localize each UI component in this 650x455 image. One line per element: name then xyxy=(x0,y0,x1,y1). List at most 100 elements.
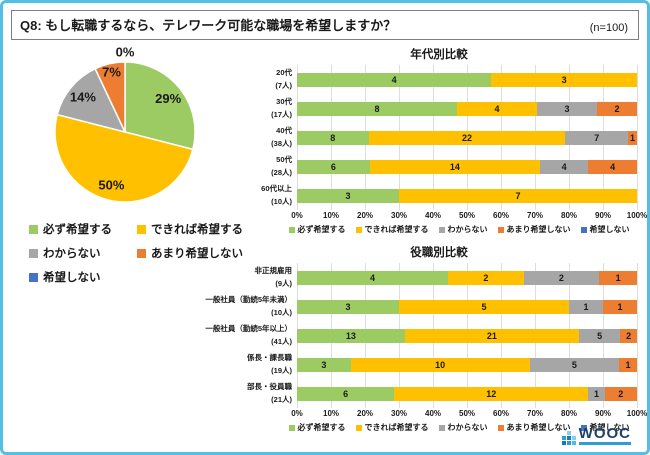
bar-row: 3 10 5 1 xyxy=(297,350,637,379)
legend-swatch xyxy=(580,424,587,431)
pie-slice-label: 50% xyxy=(98,177,124,192)
bar-segment: 3 xyxy=(537,101,597,116)
bar-segment: 4 xyxy=(539,159,589,174)
legend-item: 希望しない xyxy=(29,269,133,285)
category-count: (9人) xyxy=(275,278,292,288)
stacked-bar: 3 10 5 1 xyxy=(297,357,637,372)
axis-tick-label: 0% xyxy=(291,211,303,220)
stacked-bar: 6 14 4 4 xyxy=(297,159,637,174)
logo-block xyxy=(566,431,571,435)
bar-segment: 2 xyxy=(448,270,524,285)
category-label: 60代以上 (10人) xyxy=(97,181,297,210)
bar-segment: 2 xyxy=(620,328,637,343)
legend-label: あまり希望しない xyxy=(151,248,243,260)
category-count: (17人) xyxy=(271,109,292,119)
bar-chart-legend: 必ず希望する できれば希望する わからない あまり希望しない 希望しない xyxy=(281,422,637,433)
bar-row: 8 22 7 1 xyxy=(297,123,637,152)
axis-tick-label: 40% xyxy=(424,211,442,220)
role-bar-chart: 役職別比較 非正規雇用 (9人) 一般社員（勤続5年未満） (10人) 一般社員（勤続5年… xyxy=(205,244,647,433)
logo-tagline-strip xyxy=(578,442,631,445)
axis-tick-label: 90% xyxy=(594,211,612,220)
axis-tick-label: 40% xyxy=(424,409,442,418)
bar-segment: 8 xyxy=(297,101,457,116)
logo-wordmark: WOOC xyxy=(578,425,631,445)
bar-segment: 10 xyxy=(350,357,530,372)
legend-swatch xyxy=(288,226,295,233)
bar-segment: 4 xyxy=(457,101,537,116)
category-count: (41人) xyxy=(271,336,292,346)
category-label: 20代 (7人) xyxy=(97,65,297,94)
category-name: 60代以上 xyxy=(261,183,292,193)
bar-row: 6 12 1 2 xyxy=(297,379,637,408)
logo-block xyxy=(571,436,576,440)
legend-label: 必ず希望する xyxy=(43,224,112,236)
category-label: 50代 (28人) xyxy=(97,152,297,181)
pie-slice xyxy=(56,67,127,134)
bar-segment: 1 xyxy=(619,357,637,372)
category-name: 30代 xyxy=(276,96,292,106)
bar-chart-body: 非正規雇用 (9人) 一般社員（勤続5年未満） (10人) 一般社員（勤続5年以上） (4… xyxy=(205,263,638,408)
legend-swatch xyxy=(438,424,445,431)
wooc-logo: WOOC xyxy=(561,425,631,445)
logo-block xyxy=(561,441,566,445)
legend-item: あまり希望しない xyxy=(497,422,571,433)
legend-item: 希望しない xyxy=(580,224,630,235)
legend-label: できれば希望する xyxy=(364,225,429,234)
legend-label: わからない xyxy=(447,423,488,432)
legend-swatch xyxy=(355,424,362,431)
x-axis-ticks: 0% 10% 20% 30% 40% 50% 60% 70% 80% 90% 100% xyxy=(291,210,647,223)
legend-label: 希望しない xyxy=(589,225,630,234)
legend-item: あまり希望しない xyxy=(137,245,243,261)
category-label: 一般社員（勤続5年未満） (10人) xyxy=(97,292,297,321)
legend-swatch xyxy=(29,248,38,258)
stacked-bar: 6 12 1 2 xyxy=(297,386,637,401)
category-count: (28人) xyxy=(271,167,292,177)
logo-text: WOOC xyxy=(578,425,631,442)
axis-tick-label: 0% xyxy=(291,409,303,418)
bar-chart-title: 年代別比較 xyxy=(410,49,468,61)
age-bar-chart: 年代別比較 20代 (7人) 30代 (17人) 40代 (38人) 50代 (28人) 60代以… xyxy=(241,46,647,235)
bar-segment: 12 xyxy=(394,386,589,401)
bar-segment: 3 xyxy=(297,188,399,203)
axis-tick-label: 10% xyxy=(322,211,340,220)
bar-segment: 5 xyxy=(399,299,569,314)
category-name: 20代 xyxy=(276,67,292,77)
category-label: 部長・役員職 (21人) xyxy=(97,379,297,408)
axis-tick-label: 50% xyxy=(458,409,476,418)
content: 29% 50% 14% 7% 0% 必ず希望する できれば希望する わからない あまり希望しな… xyxy=(3,40,647,433)
sample-size: (n=100) xyxy=(589,22,628,34)
axis-tick-label: 70% xyxy=(526,409,544,418)
bar-segment: 21 xyxy=(404,328,579,343)
category-label: 40代 (38人) xyxy=(97,123,297,152)
bar-segment: 4 xyxy=(588,159,637,174)
logo-block xyxy=(562,431,566,435)
pie-chart-wrap: 29% 50% 14% 7% 0% xyxy=(17,42,241,213)
legend-swatch xyxy=(497,226,504,233)
legend-item: 必ず希望する xyxy=(288,422,346,433)
category-label: 30代 (17人) xyxy=(97,94,297,123)
legend-item: できれば希望する xyxy=(355,224,429,235)
axis-tick-label: 30% xyxy=(390,409,408,418)
logo-block xyxy=(572,431,576,435)
bar-segment: 1 xyxy=(569,299,603,314)
pie-section: 29% 50% 14% 7% 0% 必ず希望する できれば希望する わからない あまり希望しな… xyxy=(3,40,243,433)
pie-slice-label: 29% xyxy=(155,91,181,106)
bar-segment: 13 xyxy=(297,328,405,343)
category-label: 係長・課長職 (19人) xyxy=(97,350,297,379)
bar-segment: 8 xyxy=(297,130,369,145)
legend-swatch xyxy=(29,272,38,282)
legend-label: わからない xyxy=(447,225,488,234)
x-axis-spacer xyxy=(241,408,297,421)
category-name: 50代 xyxy=(276,154,292,164)
bar-segment: 5 xyxy=(529,357,620,372)
bar-segment: 5 xyxy=(578,328,621,343)
